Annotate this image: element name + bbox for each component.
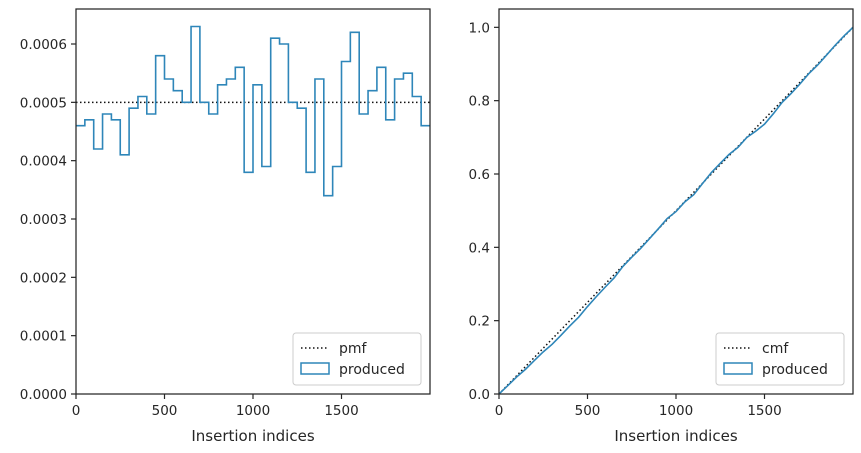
y-tick-label: 0.0005 xyxy=(20,95,67,111)
y-tick-label: 0.0006 xyxy=(20,37,67,53)
x-tick-label: 500 xyxy=(575,403,601,419)
x-tick-label: 0 xyxy=(495,403,504,419)
legend-label-reference: pmf xyxy=(339,341,368,357)
x-tick-label: 1500 xyxy=(747,403,781,419)
legend-label-produced: produced xyxy=(762,362,828,378)
legend-marker-produced xyxy=(300,362,330,375)
plot-area xyxy=(499,26,853,394)
x-tick-label: 1000 xyxy=(659,403,693,419)
x-axis-title: Insertion indices xyxy=(614,427,737,445)
y-tick-label: 0.0003 xyxy=(20,212,67,228)
legend: cmf produced xyxy=(715,332,845,386)
x-tick-label: 1500 xyxy=(324,403,358,419)
y-tick-label: 0.0001 xyxy=(20,329,67,345)
y-tick-label: 0.8 xyxy=(469,94,490,110)
x-tick-label: 1000 xyxy=(236,403,270,419)
legend: pmf produced xyxy=(292,332,422,386)
y-tick-label: 0.0000 xyxy=(20,387,67,403)
produced-series xyxy=(76,25,430,197)
legend-label-reference: cmf xyxy=(762,341,789,357)
legend-box xyxy=(292,332,422,386)
y-tick-label: 0.6 xyxy=(469,167,490,183)
y-tick-label: 0.0004 xyxy=(20,154,67,170)
y-tick-label: 0.0 xyxy=(469,387,490,403)
x-axis-title: Insertion indices xyxy=(191,427,314,445)
y-tick-label: 0.2 xyxy=(469,314,490,330)
x-tick-label: 0 xyxy=(72,403,81,419)
y-tick-label: 0.0002 xyxy=(20,270,67,286)
legend-marker-produced xyxy=(723,362,753,375)
pmf-histogram-panel: 0 500 1000 1500 0.0000 0.0001 0.0002 0.0003 0.00… xyxy=(20,8,431,445)
y-tick-label: 1.0 xyxy=(469,20,490,36)
cmf-line xyxy=(499,26,853,394)
produced-series xyxy=(499,26,853,394)
legend-label-produced: produced xyxy=(339,362,405,378)
x-tick-label: 500 xyxy=(152,403,178,419)
legend-box xyxy=(715,332,845,386)
y-tick-label: 0.4 xyxy=(469,240,490,256)
cmf-panel: 0 500 1000 1500 0.0 0.2 0.4 0.6 0.8 1.0 Insertion … xyxy=(469,8,854,445)
plot-area xyxy=(76,25,430,197)
